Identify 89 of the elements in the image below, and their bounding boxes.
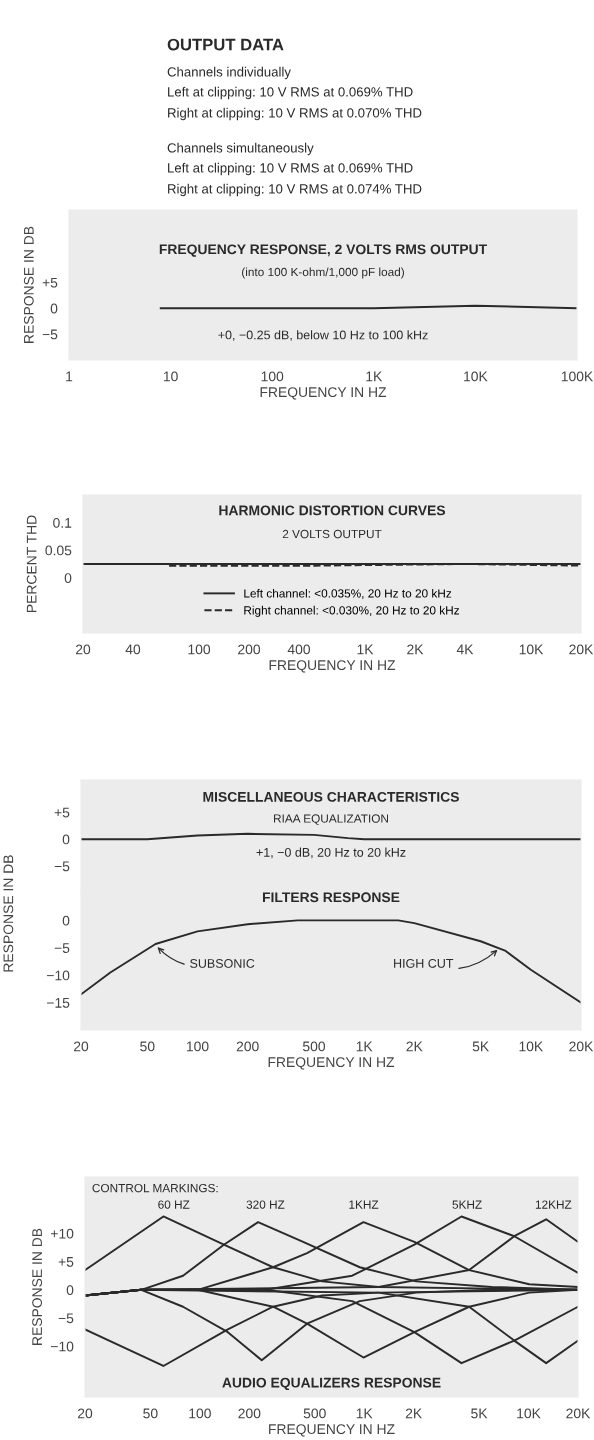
y-tick-label: −5 bbox=[42, 329, 58, 340]
y-tick-label: −10 bbox=[51, 1341, 74, 1352]
chart-title: FILTERS RESPONSE bbox=[262, 892, 400, 903]
x-tick-label: 200 bbox=[238, 1408, 261, 1419]
x-tick-label: 1K bbox=[366, 371, 383, 382]
x-tick-label: 400 bbox=[287, 644, 311, 655]
y-tick-label: +10 bbox=[51, 1228, 74, 1239]
legend-label: Right channel: <0.030%, 20 Hz to 20 kHz bbox=[244, 605, 460, 617]
y-tick-label: −5 bbox=[54, 943, 70, 953]
x-tick-label: 1K bbox=[357, 644, 374, 655]
y-tick-label: 0 bbox=[64, 573, 72, 583]
x-axis-title: FREQUENCY IN HZ bbox=[269, 1424, 395, 1437]
y-tick-label: −5 bbox=[58, 1313, 74, 1324]
annotation: 5KHZ bbox=[452, 1200, 482, 1209]
text: MISCELLANEOUS CHARACTERISTICS bbox=[203, 791, 459, 802]
x-axis-title: FREQUENCY IN HZ bbox=[260, 387, 387, 400]
x-axis-title: FREQUENCY IN HZ bbox=[268, 1057, 395, 1070]
y-tick-label: 0 bbox=[66, 1285, 74, 1295]
text: (into 100 K-ohm/1,000 pF load) bbox=[242, 267, 404, 279]
text: Channels simultaneously bbox=[167, 142, 314, 156]
text: Right at clipping: 10 V RMS at 0.074% THD bbox=[168, 183, 422, 197]
annotation: HIGH CUT bbox=[394, 958, 454, 968]
text: OUTPUT DATA bbox=[167, 38, 284, 51]
y-tick-label: 0 bbox=[62, 915, 70, 926]
x-tick-label: 40 bbox=[125, 644, 141, 655]
x-tick-label: 10 bbox=[163, 371, 178, 382]
text: Left at clipping: 10 V RMS at 0.069% THD bbox=[168, 86, 413, 100]
x-tick-label: 10K bbox=[519, 1041, 544, 1052]
y-axis-title: RESPONSE IN DB bbox=[23, 226, 34, 343]
y-tick-label: 0.05 bbox=[45, 545, 72, 556]
text: AUDIO EQUALIZERS RESPONSE bbox=[222, 1377, 441, 1391]
x-tick-label: 20 bbox=[73, 1041, 89, 1052]
y-axis-title: RESPONSE IN DB bbox=[32, 1228, 43, 1345]
annotation: 12KHZ bbox=[535, 1200, 572, 1209]
x-tick-label: 4K bbox=[456, 644, 474, 655]
y-tick-label: +5 bbox=[42, 277, 58, 288]
x-tick-label: 10K bbox=[519, 644, 544, 655]
annotation: 60 HZ bbox=[158, 1200, 190, 1209]
y-tick-label: +5 bbox=[58, 1257, 74, 1267]
text: Channels individually bbox=[167, 66, 291, 80]
text: RIAA EQUALIZATION bbox=[274, 814, 388, 825]
y-tick-label: 0.1 bbox=[53, 517, 72, 528]
y-tick-label: −10 bbox=[47, 970, 70, 981]
legend-label: Left channel: <0.035%, 20 Hz to 20 kHz bbox=[244, 588, 452, 600]
text: Right at clipping: 10 V RMS at 0.070% THD bbox=[168, 107, 422, 121]
y-tick-label: −5 bbox=[54, 861, 70, 872]
x-tick-label: 2K bbox=[405, 1408, 423, 1419]
x-tick-label: 100 bbox=[186, 1041, 209, 1052]
x-tick-label: 200 bbox=[236, 1041, 259, 1052]
x-tick-label: 20K bbox=[566, 1408, 591, 1419]
y-tick-label: 0 bbox=[50, 303, 58, 314]
x-tick-label: 20K bbox=[569, 644, 594, 655]
annotation: SUBSONIC bbox=[190, 959, 255, 968]
x-tick-label: 20 bbox=[75, 644, 91, 655]
x-tick-label: 1K bbox=[356, 1408, 373, 1419]
x-tick-label: 1K bbox=[356, 1041, 373, 1052]
annotation: 1KHZ bbox=[349, 1200, 379, 1209]
x-tick-label: 50 bbox=[140, 1041, 155, 1052]
text: HARMONIC DISTORTION CURVES bbox=[219, 505, 446, 516]
y-axis-title: RESPONSE IN DB bbox=[3, 855, 14, 972]
x-axis-title: FREQUENCY IN HZ bbox=[269, 660, 396, 673]
y-axis-title: PERCENT THD bbox=[26, 515, 37, 612]
y-tick-label: −15 bbox=[47, 998, 70, 1008]
x-tick-label: 2K bbox=[407, 644, 424, 655]
x-tick-label: 100 bbox=[188, 644, 211, 655]
annotation: +0, −0.25 dB, below 10 Hz to 100 kHz bbox=[218, 330, 428, 341]
x-tick-label: 100 bbox=[189, 1408, 211, 1419]
annotation: 320 HZ bbox=[246, 1200, 285, 1209]
y-tick-label: 0 bbox=[62, 834, 70, 845]
x-tick-label: 10K bbox=[517, 1408, 541, 1419]
x-tick-label: 100 bbox=[261, 371, 284, 382]
text: 2 VOLTS OUTPUT bbox=[282, 529, 382, 539]
x-tick-label: 5K bbox=[471, 1408, 488, 1419]
x-tick-label: 20K bbox=[569, 1041, 594, 1052]
x-tick-label: 200 bbox=[238, 644, 261, 655]
x-tick-label: 2K bbox=[406, 1041, 423, 1052]
annotation: +1, −0 dB, 20 Hz to 20 kHz bbox=[256, 847, 406, 859]
x-tick-label: 5K bbox=[472, 1041, 489, 1052]
x-tick-label: 50 bbox=[143, 1408, 158, 1419]
x-tick-label: 500 bbox=[302, 1041, 326, 1052]
x-tick-label: 10K bbox=[464, 371, 488, 382]
x-tick-label: 500 bbox=[303, 1408, 326, 1419]
text: FREQUENCY RESPONSE, 2 VOLTS RMS OUTPUT bbox=[159, 244, 487, 257]
x-tick-label: 1 bbox=[66, 371, 73, 382]
x-tick-label: 20 bbox=[77, 1408, 93, 1419]
text: Left at clipping: 10 V RMS at 0.069% THD bbox=[168, 162, 413, 176]
y-tick-label: +5 bbox=[54, 807, 70, 818]
x-tick-label: 100K bbox=[561, 371, 594, 382]
annotation: CONTROL MARKINGS: bbox=[92, 1183, 218, 1193]
